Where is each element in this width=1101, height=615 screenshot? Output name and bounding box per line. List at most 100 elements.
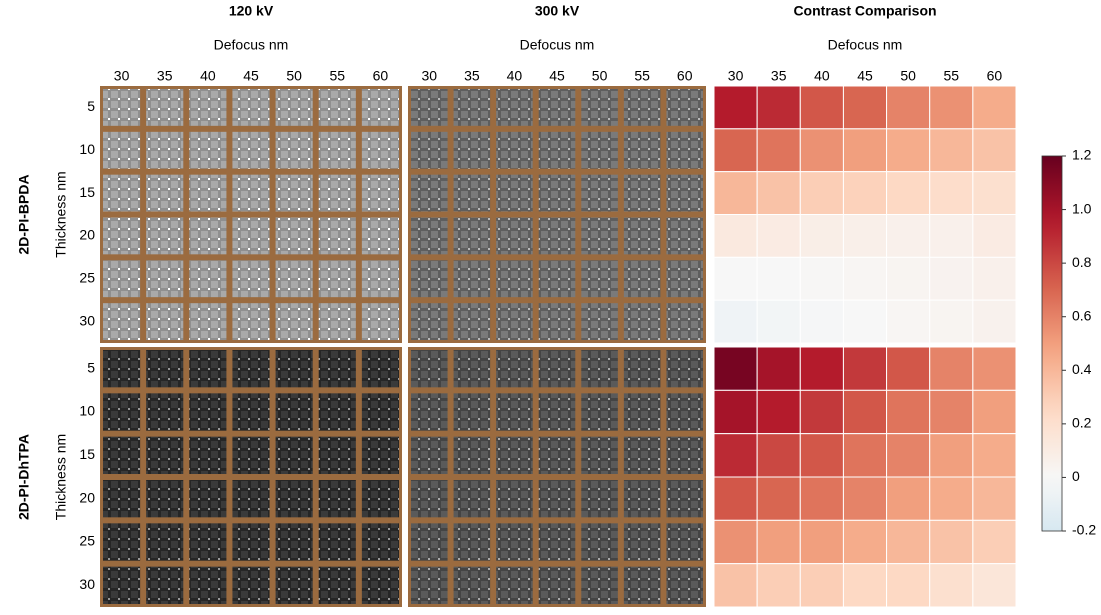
group-label: 2D-PI-DhTPA: [16, 434, 32, 520]
x-tick-label: 35: [464, 68, 480, 84]
simulated-image: [318, 566, 356, 604]
image-panel: [408, 347, 706, 607]
simulated-image: [318, 350, 356, 388]
colorbar-tick-label: 0.6: [1072, 307, 1092, 323]
simulated-image: [411, 260, 448, 298]
simulated-image: [232, 303, 270, 340]
x-tick-label: 30: [728, 68, 744, 84]
colorbar-tick-label: 0.8: [1072, 254, 1092, 270]
simulated-image: [361, 523, 399, 561]
heatmap-cell: [799, 563, 844, 608]
heatmap-cell: [972, 433, 1017, 478]
heatmap-cell: [842, 171, 888, 216]
simulated-image: [411, 350, 448, 388]
heatmap-cell: [886, 85, 931, 130]
heatmap-cell: [972, 85, 1017, 130]
heatmap-cell: [886, 299, 931, 344]
simulated-image: [411, 217, 448, 255]
heatmap-cell: [713, 214, 758, 258]
heatmap-cell: [929, 389, 974, 435]
simulated-image: [496, 303, 533, 340]
y-tick-label: 25: [79, 269, 95, 285]
colorbar-tick-label: 0: [1072, 468, 1080, 484]
heatmap-cell: [929, 519, 974, 565]
heatmap-cell: [929, 433, 974, 478]
simulated-image: [496, 393, 533, 431]
simulated-image: [146, 350, 184, 388]
simulated-image: [581, 174, 618, 212]
simulated-image: [666, 131, 703, 169]
x-axis-label: Defocus nm: [828, 37, 903, 53]
simulated-image: [361, 217, 399, 255]
simulated-image: [496, 480, 533, 518]
simulated-image: [146, 89, 184, 126]
simulated-image: [189, 303, 227, 340]
simulated-image: [318, 217, 356, 255]
colorbar: [1041, 155, 1063, 532]
simulated-image: [496, 260, 533, 298]
simulated-image: [103, 523, 141, 561]
simulated-image: [146, 480, 184, 518]
simulated-image: [275, 480, 313, 518]
heatmap-cell: [886, 128, 931, 173]
simulated-image: [318, 436, 356, 474]
simulated-image: [666, 436, 703, 474]
simulated-image: [146, 523, 184, 561]
simulated-image: [232, 480, 270, 518]
simulated-image: [189, 480, 227, 518]
simulated-image: [623, 174, 661, 212]
heatmap-cell: [886, 256, 931, 301]
simulated-image: [496, 350, 533, 388]
colorbar-tick-label: 1.0: [1072, 200, 1092, 216]
simulated-image: [496, 89, 533, 126]
heatmap-cell: [929, 256, 974, 301]
panel-title: Contrast Comparison: [793, 3, 936, 19]
simulated-image: [453, 436, 491, 474]
x-tick-label: 60: [987, 68, 1003, 84]
simulated-image: [146, 174, 184, 212]
heatmap-cell: [713, 85, 758, 130]
y-tick-label: 5: [87, 359, 95, 375]
heatmap-cell: [972, 563, 1017, 608]
simulated-image: [232, 566, 270, 604]
simulated-image: [361, 89, 399, 126]
simulated-image: [275, 566, 313, 604]
heatmap-cell: [799, 214, 844, 258]
y-tick-label: 30: [79, 312, 95, 328]
simulated-image: [453, 131, 491, 169]
y-tick-label: 15: [79, 446, 95, 462]
heatmap-cell: [842, 433, 888, 478]
simulated-image: [496, 436, 533, 474]
heatmap-cell: [842, 563, 888, 608]
y-tick-label: 10: [79, 141, 95, 157]
x-tick-label: 30: [421, 68, 437, 84]
y-tick-label: 25: [79, 533, 95, 549]
simulated-image: [189, 89, 227, 126]
x-tick-label: 35: [771, 68, 787, 84]
simulated-image: [453, 393, 491, 431]
image-panel: [100, 86, 402, 343]
simulated-image: [361, 350, 399, 388]
group-label: 2D-PI-BPDA: [16, 174, 32, 254]
simulated-image: [581, 260, 618, 298]
heatmap-cell: [713, 389, 758, 435]
heatmap-cell: [799, 128, 844, 173]
heatmap-cell: [713, 256, 758, 301]
simulated-image: [411, 174, 448, 212]
simulated-image: [453, 566, 491, 604]
simulated-image: [623, 131, 661, 169]
heatmap-cell: [799, 299, 844, 344]
simulated-image: [453, 480, 491, 518]
heatmap-cell: [929, 563, 974, 608]
x-tick-label: 50: [592, 68, 608, 84]
heatmap-cell: [756, 256, 801, 301]
heatmap-cell: [972, 128, 1017, 173]
heatmap-cell: [886, 476, 931, 521]
heatmap-cell: [713, 476, 758, 521]
simulated-image: [581, 436, 618, 474]
heatmap-cell: [972, 519, 1017, 565]
x-tick-label: 45: [549, 68, 565, 84]
y-tick-label: 15: [79, 184, 95, 200]
simulated-image: [496, 217, 533, 255]
heatmap-cell: [886, 171, 931, 216]
